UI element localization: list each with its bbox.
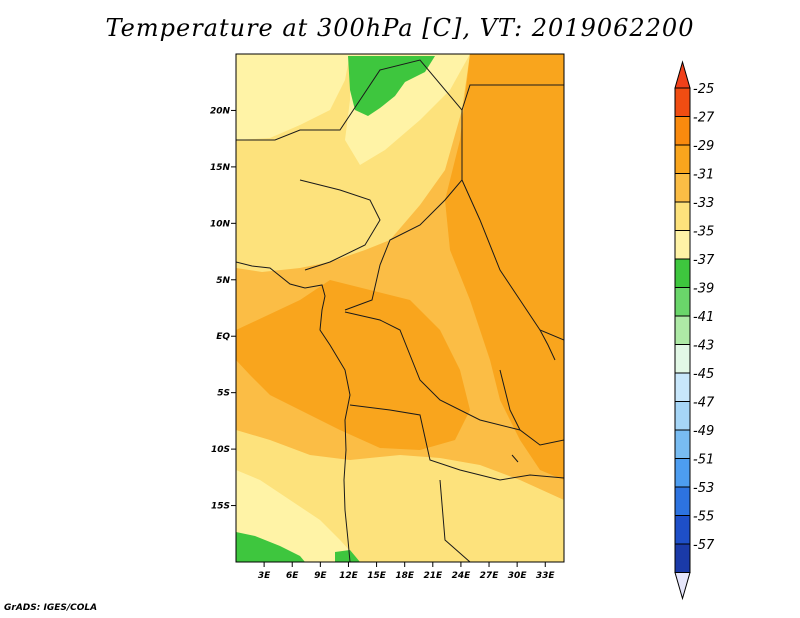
colorbar-top-arrow xyxy=(674,60,691,89)
colorbar-swatch xyxy=(674,173,691,203)
colorbar-swatch xyxy=(674,258,691,288)
field-green-south-small xyxy=(335,550,360,562)
lat-tick-label: 15S xyxy=(211,502,230,512)
lon-tick-label: 3E xyxy=(258,571,271,581)
colorbar-swatch xyxy=(674,372,691,402)
colorbar-swatch xyxy=(674,543,691,573)
field-green-southwest xyxy=(236,532,305,562)
colorbar: -25 -27 -29 -31 -33 -35 -37 -39 -41 -43 -45 -47 -49 -… xyxy=(674,60,715,601)
lake-outlines xyxy=(499,329,556,463)
lat-tick-label: 10N xyxy=(210,219,231,229)
lon-tick-label: 21E xyxy=(423,571,443,581)
lat-tick-label: 10S xyxy=(211,445,230,455)
lon-tick-label: 15E xyxy=(367,571,387,581)
colorbar-bottom-arrow xyxy=(674,572,691,601)
lat-tick-label: 20N xyxy=(210,106,231,116)
country-border-congo xyxy=(344,311,564,446)
colorbar-swatch xyxy=(674,201,691,231)
colorbar-label: -47 xyxy=(693,396,715,411)
latitude-axis: 20N 15N 10N 5N EQ 5S 10S 15S xyxy=(210,106,236,512)
colorbar-swatch xyxy=(674,515,691,545)
colorbar-label: -49 xyxy=(693,424,714,439)
colorbar-swatch xyxy=(674,486,691,516)
map-frame xyxy=(235,53,565,563)
lat-tick-label: 5S xyxy=(217,389,230,399)
colorbar-label: -53 xyxy=(693,481,714,496)
colorbar-label: -43 xyxy=(693,339,714,354)
colorbar-label: -45 xyxy=(693,367,714,382)
colorbar-label: -41 xyxy=(693,310,714,325)
colorbar-label: -55 xyxy=(693,510,714,525)
colorbar-label: -33 xyxy=(693,196,714,211)
country-border-central xyxy=(299,179,381,271)
colorbar-swatch xyxy=(674,87,691,117)
coastline xyxy=(236,261,351,562)
lon-tick-label: 30E xyxy=(508,571,528,581)
lon-tick-label: 12E xyxy=(339,571,359,581)
lat-tick-label: 5N xyxy=(216,276,230,286)
field-central-orange xyxy=(236,280,470,450)
field-southwest-pale xyxy=(236,470,360,562)
country-border-south xyxy=(349,404,564,562)
field-northwest-pale xyxy=(236,54,350,140)
field-green-north xyxy=(348,56,435,116)
lon-tick-label: 18E xyxy=(395,571,415,581)
grads-credit: GrADS: IGES/COLA xyxy=(4,603,98,613)
lat-tick-label: 15N xyxy=(210,163,231,173)
colorbar-swatch xyxy=(674,344,691,374)
longitude-axis: 3E 6E 9E 12E 15E 18E 21E 24E 27E 30E 33E xyxy=(258,562,556,581)
colorbar-swatch xyxy=(674,230,691,260)
country-border-east xyxy=(461,84,564,341)
colorbar-label: -57 xyxy=(693,538,715,553)
colorbar-swatch xyxy=(674,458,691,488)
colorbar-swatch xyxy=(674,144,691,174)
colorbar-swatch xyxy=(674,401,691,431)
colorbar-label: -35 xyxy=(693,225,714,240)
colorbar-label: -31 xyxy=(693,168,714,183)
lon-tick-label: 24E xyxy=(452,571,472,581)
lon-tick-label: 6E xyxy=(286,571,299,581)
lon-tick-label: 9E xyxy=(314,571,327,581)
lon-tick-label: 33E xyxy=(536,571,556,581)
colorbar-label: -25 xyxy=(693,82,714,97)
colorbar-label: -51 xyxy=(693,453,714,468)
field-east-orange xyxy=(445,54,564,480)
colorbar-swatch xyxy=(674,315,691,345)
lon-tick-label: 27E xyxy=(480,571,500,581)
colorbar-label: -37 xyxy=(693,253,715,268)
colorbar-label: -27 xyxy=(693,111,715,126)
colorbar-label: -29 xyxy=(693,139,714,154)
map-title: Temperature at 300hPa [C], VT: 201906220… xyxy=(105,14,695,42)
colorbar-swatch xyxy=(674,429,691,459)
lat-tick-label: EQ xyxy=(216,332,230,342)
colorbar-swatch xyxy=(674,116,691,146)
temperature-field xyxy=(236,54,564,562)
boundaries xyxy=(236,59,564,562)
colorbar-label: -39 xyxy=(693,282,714,297)
colorbar-swatch xyxy=(674,287,691,317)
